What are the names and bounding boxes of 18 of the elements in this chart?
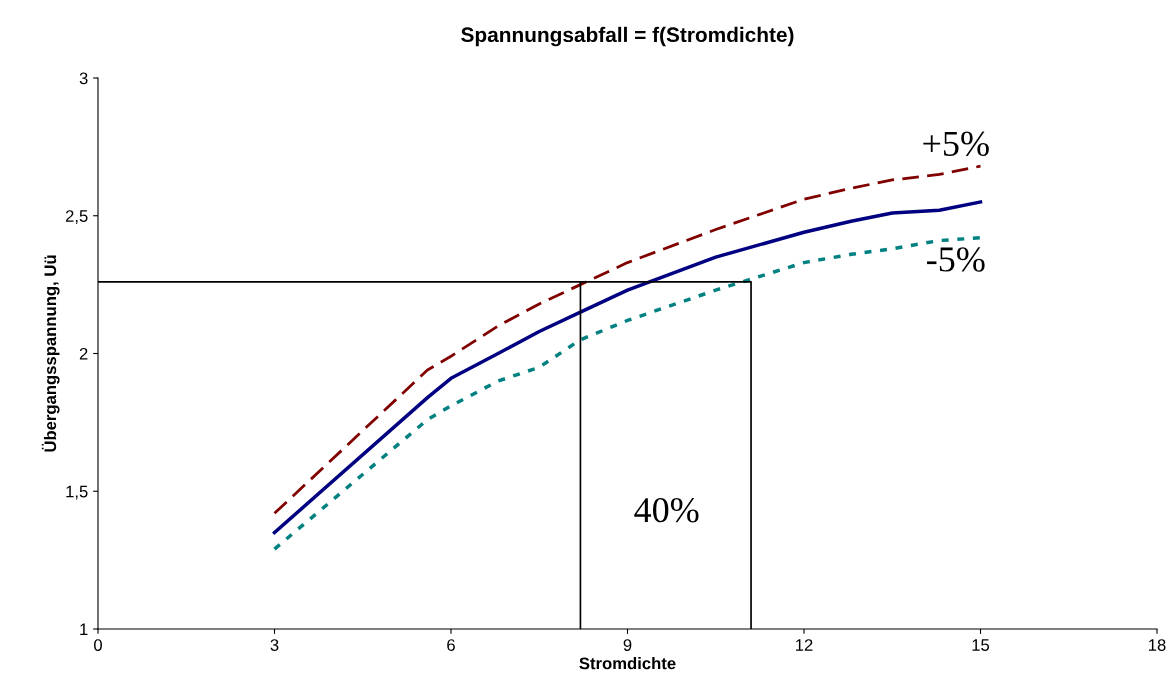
- y-tick-label: 2,5: [65, 210, 88, 224]
- y-tick-label: 2: [79, 347, 88, 360]
- x-tick-label: 15: [972, 639, 990, 651]
- annotation: +5%: [923, 131, 989, 157]
- y-tick-label: 3: [79, 72, 88, 85]
- x-tick-label: 12: [796, 639, 813, 651]
- y-tick-label: 1: [80, 623, 88, 636]
- x-tick-label: 18: [1149, 639, 1166, 651]
- x-tick-label: 3: [270, 639, 279, 651]
- x-tick-label: 0: [94, 639, 102, 651]
- y-axis-title: Übergangsspannung, Uü: [41, 255, 60, 452]
- x-tick-label: 9: [623, 639, 632, 651]
- x-tick-label: 6: [447, 639, 455, 651]
- annotation: -5%: [927, 247, 985, 272]
- chart-title: Spannungsabfall = f(Stromdichte): [461, 26, 794, 47]
- x-axis-title: Stromdichte: [579, 657, 676, 670]
- annotation: 40%: [634, 497, 699, 523]
- y-tick-label: 1,5: [66, 485, 88, 500]
